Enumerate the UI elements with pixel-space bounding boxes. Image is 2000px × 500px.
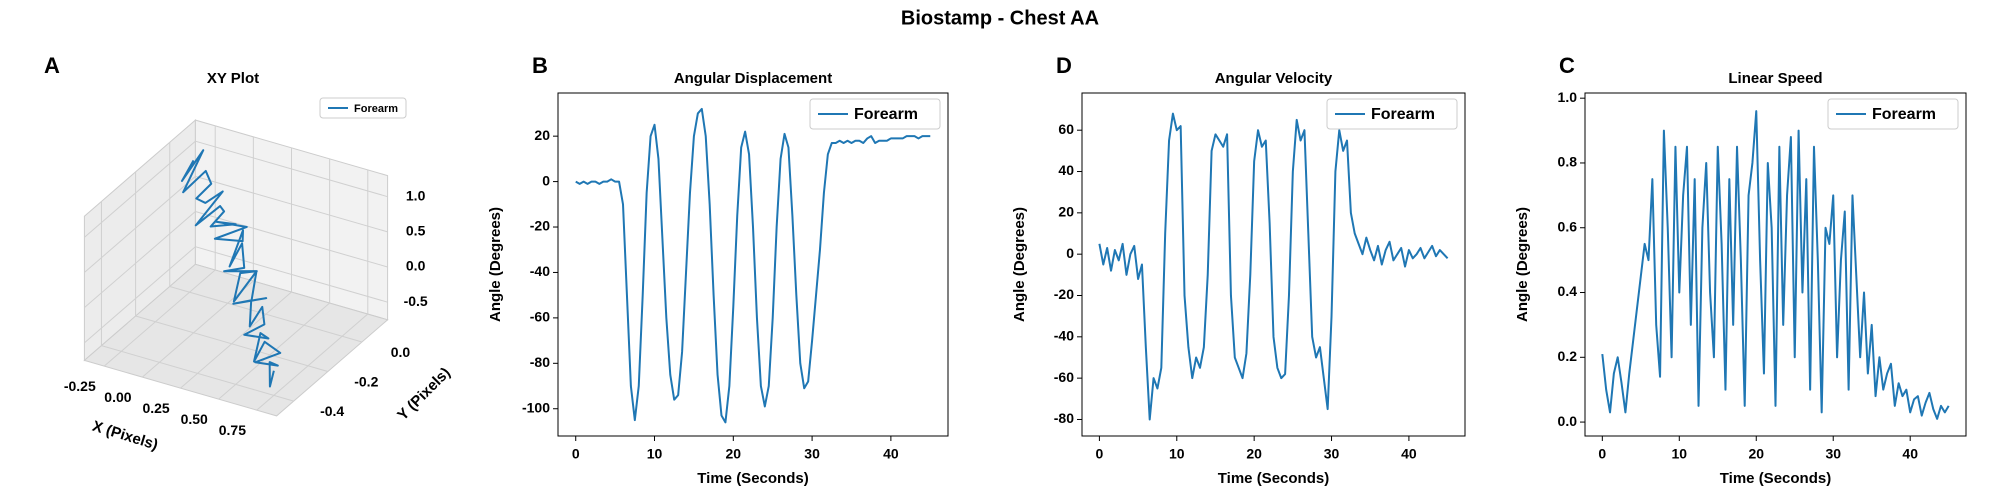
x-tick-label: 40 bbox=[1401, 446, 1417, 462]
grid-line bbox=[101, 345, 294, 402]
grid-line bbox=[195, 211, 388, 268]
x-tick-label: 0 bbox=[1096, 446, 1104, 462]
grid-line bbox=[256, 313, 369, 411]
figure-title: Biostamp - Chest AA bbox=[901, 7, 1099, 29]
x-tick-label: 0 bbox=[572, 446, 580, 462]
legend-label: Forearm bbox=[854, 106, 918, 123]
axes-frame bbox=[557, 92, 949, 437]
grid-line bbox=[84, 175, 196, 273]
series-line bbox=[1098, 112, 1449, 421]
y-tick-label: 0.8 bbox=[1558, 154, 1578, 170]
y-tick-label: -100 bbox=[522, 399, 550, 415]
y-tick-label: 1.0 bbox=[1558, 89, 1578, 105]
legend-label: Forearm bbox=[1371, 106, 1435, 123]
chart-title: XY Plot bbox=[207, 70, 259, 87]
y-tick-label: -20 bbox=[530, 218, 550, 234]
chart-title: Angular Displacement bbox=[674, 70, 832, 87]
y-tick-label: -60 bbox=[1054, 369, 1074, 385]
x-tick-label: 0 bbox=[1598, 446, 1606, 462]
grid-line bbox=[180, 291, 292, 389]
y-axis-label: Angle (Degrees) bbox=[487, 207, 504, 322]
x-tick-label: 10 bbox=[1671, 446, 1687, 462]
x-tick-label: -0.25 bbox=[64, 378, 96, 394]
y-tick-label: 40 bbox=[1058, 162, 1074, 178]
grid-line bbox=[169, 285, 363, 343]
grid-line bbox=[103, 269, 216, 367]
grid-line bbox=[84, 140, 196, 238]
legend-box bbox=[319, 97, 407, 119]
chart-title: Linear Speed bbox=[1728, 70, 1822, 87]
grid-line bbox=[135, 315, 328, 373]
x-tick-label: 10 bbox=[1169, 446, 1185, 462]
x-tick-label: 40 bbox=[883, 446, 899, 462]
x-axis-label: X (Pixels) bbox=[90, 418, 160, 454]
y-tick-label: 60 bbox=[1058, 121, 1074, 137]
y-tick-label: 0 bbox=[1066, 245, 1074, 261]
z-tick-label: 0.0 bbox=[406, 258, 426, 274]
grid-line bbox=[195, 246, 388, 303]
y-tick-label: -80 bbox=[1054, 410, 1074, 426]
panel-label: A bbox=[44, 53, 60, 78]
x-tick-label: 0.75 bbox=[219, 422, 246, 438]
series-line bbox=[1601, 110, 1950, 420]
y-axis-label: Angle (Degrees) bbox=[1514, 207, 1531, 322]
series-line bbox=[575, 107, 931, 424]
y-axis-label: Angle (Degrees) bbox=[1011, 207, 1028, 322]
chart-title: Angular Velocity bbox=[1215, 70, 1333, 87]
x-tick-label: 10 bbox=[647, 446, 663, 462]
grid-line bbox=[218, 302, 330, 400]
panel-label: B bbox=[532, 53, 548, 78]
x-axis-label: Time (Seconds) bbox=[1720, 470, 1831, 487]
y-tick-label: -0.4 bbox=[320, 403, 344, 419]
y-tick-label: -40 bbox=[530, 263, 550, 279]
x-tick-label: 20 bbox=[726, 446, 742, 462]
x-tick-label: 0.50 bbox=[181, 411, 208, 427]
y-tick-label: 0.0 bbox=[1558, 413, 1578, 429]
x-tick-label: 0.00 bbox=[104, 389, 131, 405]
y-tick-label: 0.6 bbox=[1558, 218, 1578, 234]
grid-line bbox=[195, 175, 388, 233]
y-axis-label: Y (Pixels) bbox=[394, 364, 454, 424]
x-tick-label: 0.25 bbox=[142, 400, 169, 416]
y-tick-label: 0 bbox=[542, 172, 550, 188]
z-tick-label: 1.0 bbox=[406, 187, 426, 203]
legend-label: Forearm bbox=[1872, 106, 1936, 123]
x-tick-label: 30 bbox=[1324, 446, 1340, 462]
panel-label: C bbox=[1559, 53, 1575, 78]
x-axis-label: Time (Seconds) bbox=[1218, 470, 1329, 487]
y-tick-label: 20 bbox=[1058, 204, 1074, 220]
x-tick-label: 40 bbox=[1902, 446, 1918, 462]
y-tick-label: 0.0 bbox=[391, 344, 411, 360]
legend-box bbox=[1827, 98, 1959, 130]
grid-line bbox=[195, 140, 388, 198]
grid-line bbox=[84, 211, 196, 309]
z-tick-label: -0.5 bbox=[404, 293, 428, 309]
panel-label: D bbox=[1056, 53, 1072, 78]
legend-box bbox=[809, 98, 941, 130]
y-tick-label: 0.2 bbox=[1558, 348, 1578, 364]
x-axis-label: Time (Seconds) bbox=[697, 470, 808, 487]
x-tick-label: 20 bbox=[1748, 446, 1764, 462]
z-tick-label: 0.5 bbox=[406, 223, 426, 239]
series-line bbox=[180, 149, 282, 388]
legend-label: Forearm bbox=[354, 103, 398, 115]
y-tick-label: 0.4 bbox=[1558, 283, 1578, 299]
y-tick-label: -80 bbox=[530, 354, 550, 370]
y-tick-label: -20 bbox=[1054, 286, 1074, 302]
y-tick-label: 20 bbox=[534, 127, 550, 143]
x-tick-label: 30 bbox=[1825, 446, 1841, 462]
legend-box bbox=[1326, 98, 1458, 130]
y-tick-label: -40 bbox=[1054, 328, 1074, 344]
y-tick-label: -0.2 bbox=[354, 373, 378, 389]
grid-line bbox=[84, 246, 196, 344]
axes-frame bbox=[1081, 92, 1466, 437]
y-tick-label: -60 bbox=[530, 309, 550, 325]
x-tick-label: 30 bbox=[804, 446, 820, 462]
x-tick-label: 20 bbox=[1246, 446, 1262, 462]
